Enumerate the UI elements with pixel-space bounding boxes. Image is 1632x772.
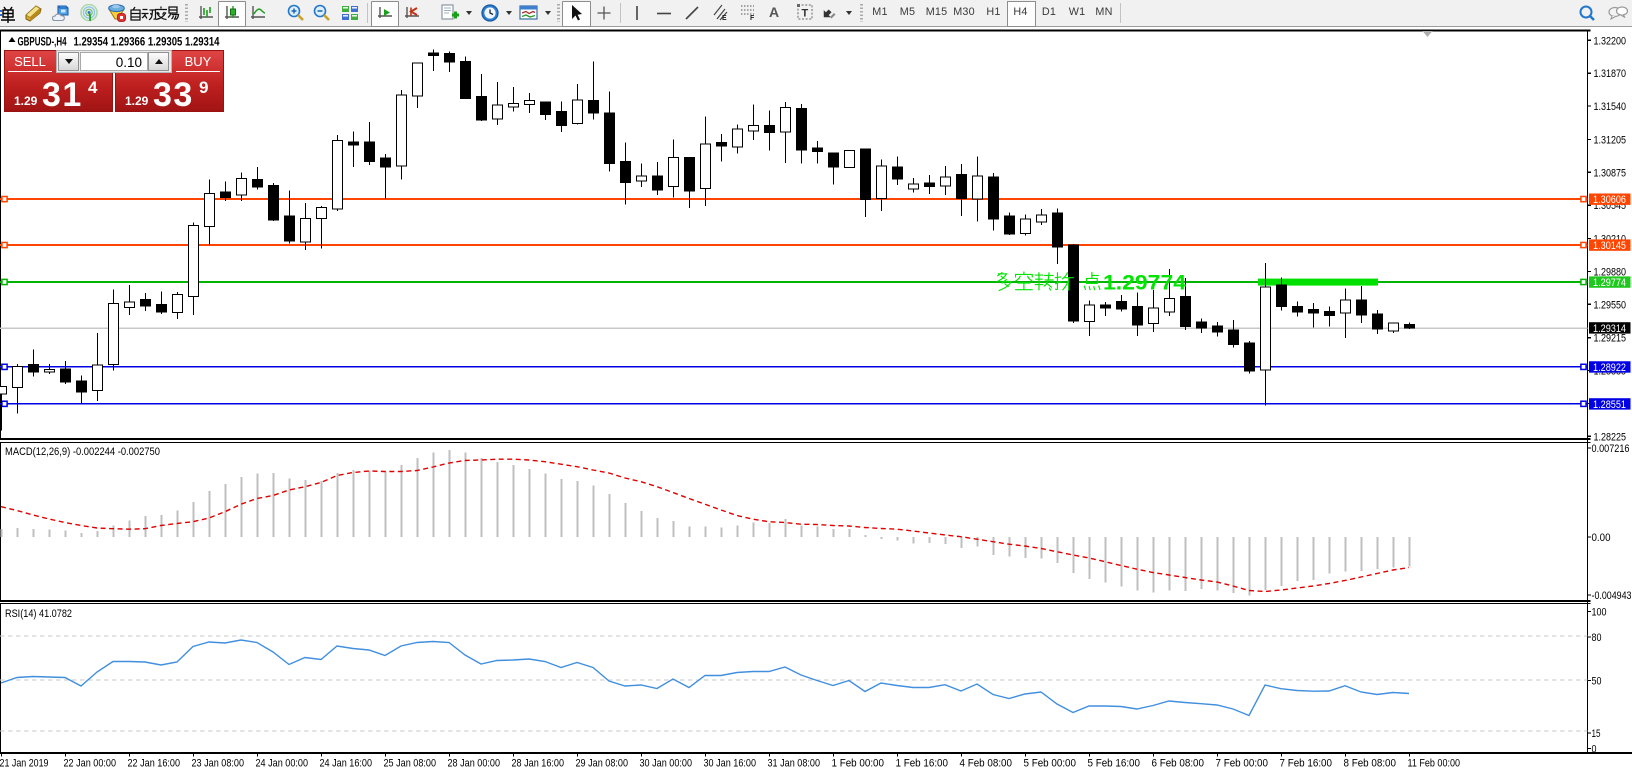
svg-text:8 Feb 08:00: 8 Feb 08:00 [1344,758,1397,770]
svg-text:24 Jan 00:00: 24 Jan 00:00 [256,758,309,770]
svg-text:1.29880: 1.29880 [1594,266,1627,278]
svg-text:1.32200: 1.32200 [1594,35,1627,47]
svg-text:80: 80 [1592,632,1602,644]
svg-text:1.29354 1.29366 1.29305 1.2931: 1.29354 1.29366 1.29305 1.29314 [74,35,220,49]
svg-text:1 Feb 16:00: 1 Feb 16:00 [896,758,949,770]
svg-text:31 Jan 08:00: 31 Jan 08:00 [768,758,821,770]
svg-text:21 Jan 2019: 21 Jan 2019 [0,758,49,770]
svg-text:0: 0 [1592,744,1597,756]
svg-text:1.30606: 1.30606 [1593,194,1626,206]
svg-text:MACD(12,26,9) -0.002244 -0.002: MACD(12,26,9) -0.002244 -0.002750 [5,446,160,458]
svg-text:11 Feb 00:00: 11 Feb 00:00 [1408,758,1461,770]
svg-text:GBPUSD-,H4: GBPUSD-,H4 [18,35,67,49]
svg-text:1.28922: 1.28922 [1593,362,1626,374]
svg-text:5 Feb 16:00: 5 Feb 16:00 [1088,758,1141,770]
svg-text:0.00: 0.00 [1592,532,1611,544]
svg-text:6 Feb 08:00: 6 Feb 08:00 [1152,758,1205,770]
svg-text:28 Jan 16:00: 28 Jan 16:00 [512,758,565,770]
svg-text:-0.004943: -0.004943 [1592,590,1632,602]
svg-text:1.31205: 1.31205 [1594,134,1627,146]
svg-text:1.29774: 1.29774 [1593,277,1626,289]
svg-text:1.29774: 1.29774 [1103,271,1186,294]
svg-text:1.29215: 1.29215 [1594,333,1627,345]
svg-text:24 Jan 16:00: 24 Jan 16:00 [320,758,373,770]
svg-text:4 Feb 08:00: 4 Feb 08:00 [960,758,1013,770]
svg-text:1.31870: 1.31870 [1594,68,1627,80]
svg-text:RSI(14) 41.0782: RSI(14) 41.0782 [5,608,72,620]
svg-text:100: 100 [1592,607,1607,619]
svg-text:30 Jan 16:00: 30 Jan 16:00 [704,758,757,770]
svg-text:22 Jan 00:00: 22 Jan 00:00 [64,758,117,770]
svg-text:15: 15 [1592,728,1601,740]
svg-text:50: 50 [1592,676,1602,688]
svg-text:23 Jan 08:00: 23 Jan 08:00 [192,758,245,770]
svg-text:7 Feb 16:00: 7 Feb 16:00 [1280,758,1333,770]
svg-text:1.29550: 1.29550 [1594,299,1627,311]
svg-text:T: T [802,8,809,20]
svg-text:F: F [750,15,755,22]
svg-text:22 Jan 16:00: 22 Jan 16:00 [128,758,181,770]
svg-text:25 Jan 08:00: 25 Jan 08:00 [384,758,437,770]
svg-text:28 Jan 00:00: 28 Jan 00:00 [448,758,501,770]
svg-text:1.29314: 1.29314 [1593,323,1626,335]
svg-text:1.30145: 1.30145 [1593,240,1626,252]
svg-text:1.31540: 1.31540 [1594,101,1627,113]
svg-text:30 Jan 00:00: 30 Jan 00:00 [640,758,693,770]
svg-text:E: E [722,15,727,22]
svg-text:1.28225: 1.28225 [1594,431,1627,443]
svg-text:0.007216: 0.007216 [1592,443,1630,455]
svg-text:1 Feb 00:00: 1 Feb 00:00 [832,758,885,770]
svg-text:29 Jan 08:00: 29 Jan 08:00 [576,758,629,770]
svg-text:1.30875: 1.30875 [1594,167,1627,179]
svg-text:7 Feb 00:00: 7 Feb 00:00 [1216,758,1269,770]
svg-text:5 Feb 00:00: 5 Feb 00:00 [1024,758,1077,770]
svg-text:1.28551: 1.28551 [1593,399,1626,411]
